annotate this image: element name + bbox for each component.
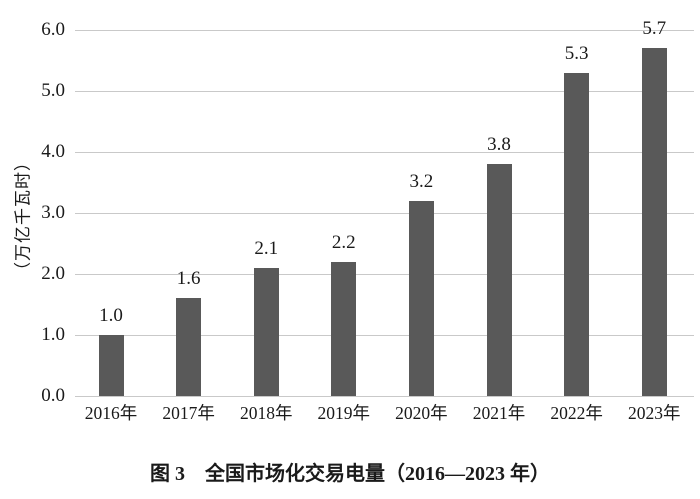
bar-value-label: 2.1 — [254, 237, 279, 259]
bar-2020年 — [408, 200, 434, 396]
y-axis-tick-label: 5.0 — [41, 80, 65, 102]
y-axis-tick-label: 3.0 — [41, 202, 65, 224]
gridline — [75, 152, 694, 153]
bar-2017年 — [176, 298, 202, 396]
gridline — [75, 91, 694, 92]
gridline — [75, 213, 694, 214]
x-axis-tick-label: 2016年 — [84, 403, 138, 423]
y-axis-tick-label: 2.0 — [41, 263, 65, 285]
bar-2022年 — [564, 72, 590, 396]
x-axis-tick-label: 2022年 — [550, 403, 603, 423]
bar-2018年 — [253, 267, 279, 396]
bar-value-label: 1.0 — [99, 305, 123, 326]
y-axis-tick-label: 0.0 — [41, 385, 65, 407]
x-axis-tick-label: 2018年 — [239, 403, 293, 423]
bar-value-label: 5.7 — [642, 18, 667, 40]
bar-value-label: 2.2 — [331, 231, 356, 253]
bar-2016年 — [98, 335, 124, 396]
x-axis-tick-label: 2020年 — [395, 403, 448, 423]
x-axis-tick-label: 2019年 — [317, 403, 371, 423]
gridline — [75, 335, 694, 336]
gridline — [75, 30, 694, 31]
plot-area: 0.0 1.0 2.0 3.0 4.0 5.0 6.0 1.0 2016年 1.6 2017年 2.1… — [41, 19, 694, 423]
y-axis-tick-label: 4.0 — [41, 141, 65, 163]
figure-caption: 图 3 全国市场化交易电量（2016—2023 年） — [150, 463, 550, 485]
bar-2019年 — [331, 261, 357, 396]
gridline — [75, 396, 694, 397]
x-axis-tick-label: 2017年 — [162, 403, 215, 423]
x-axis-tick-label: 2021年 — [472, 403, 526, 423]
bar-2023年 — [641, 48, 667, 396]
x-axis-tick-label: 2023年 — [627, 403, 681, 423]
bar-2021年 — [486, 164, 512, 396]
y-axis-tick-label: 6.0 — [41, 19, 65, 41]
bar-value-label: 1.6 — [176, 268, 201, 290]
gridline — [75, 274, 694, 275]
bar-value-label: 5.3 — [564, 42, 589, 64]
bar-value-label: 3.2 — [409, 170, 434, 192]
bar-value-label: 3.8 — [487, 134, 511, 156]
y-axis-tick-label: 1.0 — [41, 324, 65, 346]
